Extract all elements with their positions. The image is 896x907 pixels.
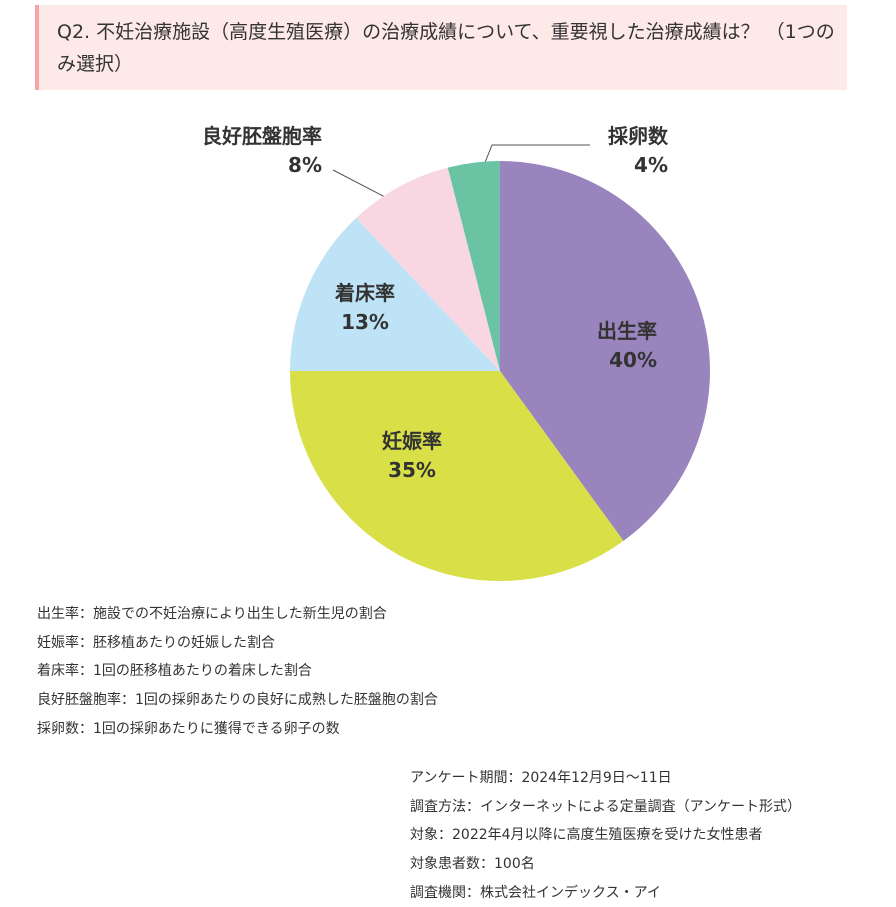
- pie-slice: [290, 371, 624, 582]
- survey-line: 調査方法：インターネットによる定量調査（アンケート形式）: [410, 798, 802, 815]
- slice-label: 着床率: [334, 281, 395, 305]
- survey-line: 調査機関：株式会社インデックス・アイ: [410, 884, 661, 901]
- question-title: Q2. 不妊治療施設（高度生殖医療）の治療成績について、重要視した治療成績は？ …: [57, 20, 835, 75]
- slice-label: 良好胚盤胞率: [202, 124, 322, 148]
- slice-value-label: 4%: [634, 153, 668, 177]
- slice-value-label: 35%: [388, 458, 436, 482]
- notes-line: 出生率：施設での不妊治療により出生した新生児の割合: [37, 606, 387, 622]
- notes-line: 着床率：1回の胚移植あたりの着床した割合: [37, 663, 312, 680]
- notes-line: 採卵数：1回の採卵あたりに獲得できる卵子の数: [37, 720, 340, 737]
- pie-slice: [447, 161, 500, 371]
- slice-label: 採卵数: [608, 124, 669, 148]
- slice-label: 妊娠率: [382, 429, 442, 453]
- pie-slice: [356, 167, 500, 371]
- survey-line: アンケート期間：2024年12月9日〜11日: [410, 770, 672, 786]
- slice-label: 出生率: [597, 319, 657, 343]
- pie-slice: [290, 217, 500, 371]
- chart: 出生率 40% 妊娠率 35% 着床率 13% 良好胚盤胞率 8% 採卵数 4%: [202, 124, 710, 582]
- notes-line: 妊娠率：胚移植あたりの妊娠した割合: [37, 634, 275, 651]
- slice-value-label: 13%: [341, 310, 389, 334]
- pie-slice: [500, 161, 710, 541]
- definitions: 出生率：施設での不妊治療により出生した新生児の割合 妊娠率：胚移植あたりの妊娠した…: [37, 600, 438, 743]
- survey-info: アンケート期間：2024年12月9日〜11日調査方法：インターネットによる定量調…: [410, 764, 801, 907]
- slice-value-label: 8%: [288, 153, 322, 177]
- notes-line: 良好胚盤胞率：1回の採卵あたりの良好に成熟した胚盤胞の割合: [37, 692, 438, 709]
- survey-line: 対象患者数：100名: [410, 856, 535, 873]
- question-header: Q2. 不妊治療施設（高度生殖医療）の治療成績について、重要視した治療成績は？ …: [35, 5, 847, 90]
- survey-line: 対象：2022年4月以降に高度生殖医療を受けた女性患者: [410, 827, 763, 844]
- slice-value-label: 40%: [609, 348, 657, 372]
